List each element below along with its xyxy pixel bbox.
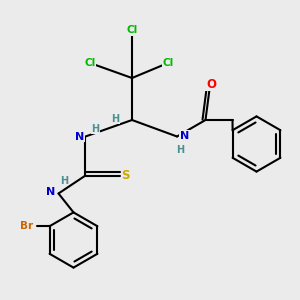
Text: S: S	[122, 169, 130, 182]
Text: H: H	[111, 113, 120, 124]
Text: Cl: Cl	[84, 58, 96, 68]
Text: O: O	[206, 77, 216, 91]
Text: Br: Br	[20, 221, 33, 231]
Text: Cl: Cl	[162, 58, 174, 68]
Text: N: N	[46, 187, 56, 197]
Text: H: H	[60, 176, 68, 186]
Text: H: H	[176, 145, 184, 155]
Text: N: N	[75, 131, 84, 142]
Text: Cl: Cl	[126, 25, 138, 35]
Text: H: H	[91, 124, 99, 134]
Text: N: N	[180, 130, 189, 141]
